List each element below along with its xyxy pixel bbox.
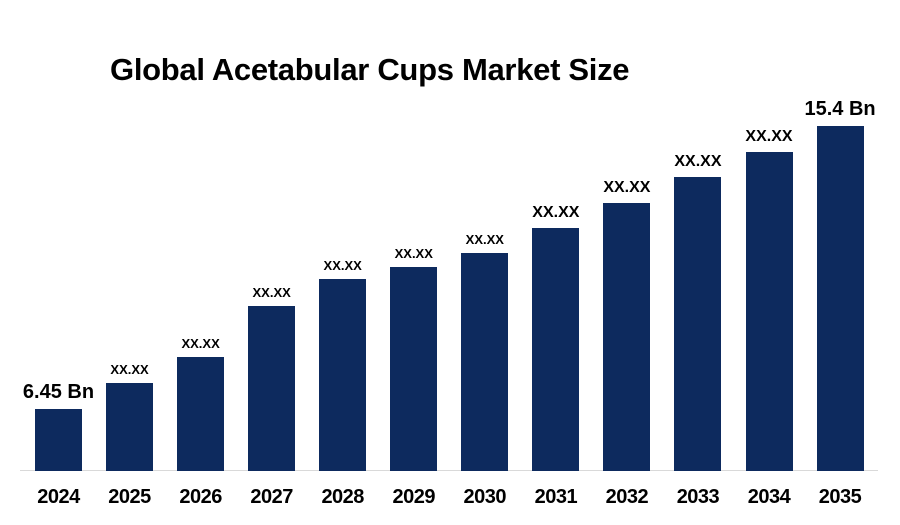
bar-value-label-2028: XX.XX [323, 258, 362, 273]
bar-2031 [532, 228, 580, 471]
bar-2025 [106, 383, 154, 471]
bar-2033 [674, 177, 722, 471]
x-axis-label-2034: 2034 [747, 486, 791, 508]
bar-value-label-2030: XX.XX [465, 232, 504, 247]
x-axis-line [20, 470, 878, 471]
x-axis-label-2032: 2032 [605, 486, 649, 508]
bar-2028 [319, 279, 367, 471]
chart-title: Global Acetabular Cups Market Size [110, 52, 630, 87]
bar-value-label-2032: XX.XX [603, 179, 651, 196]
bar-2034 [745, 152, 793, 471]
bar-value-label-2031: XX.XX [532, 204, 580, 221]
bar-value-label-2035: 15.4 Bn [804, 98, 876, 120]
bar-value-label-2024: 6.45 Bn [22, 381, 95, 403]
bar-2027 [248, 306, 296, 471]
x-axis-label-2027: 2027 [250, 486, 293, 508]
bar-value-label-2025: XX.XX [110, 362, 149, 377]
x-axis-label-2025: 2025 [108, 486, 151, 508]
bar-2029 [390, 267, 438, 471]
bar-2024 [35, 409, 82, 471]
x-axis-label-2029: 2029 [392, 486, 436, 508]
bar-value-label-2033: XX.XX [674, 153, 722, 170]
bar-value-label-2026: XX.XX [181, 336, 220, 351]
bar-2030 [461, 253, 509, 471]
x-axis-label-2030: 2030 [463, 486, 507, 508]
x-axis-label-2026: 2026 [179, 486, 222, 508]
x-axis-label-2035: 2035 [818, 486, 862, 508]
x-axis-label-2033: 2033 [676, 486, 720, 508]
bar-value-label-2027: XX.XX [252, 285, 291, 300]
x-axis-label-2031: 2031 [534, 486, 578, 508]
bar-2026 [177, 357, 225, 471]
x-axis-label-2024: 2024 [37, 486, 80, 508]
bar-value-label-2034: XX.XX [745, 128, 793, 145]
x-axis-label-2028: 2028 [321, 486, 364, 508]
bar-value-label-2029: XX.XX [394, 246, 433, 261]
bar-2032 [603, 203, 651, 471]
bar-2035 [816, 126, 864, 471]
